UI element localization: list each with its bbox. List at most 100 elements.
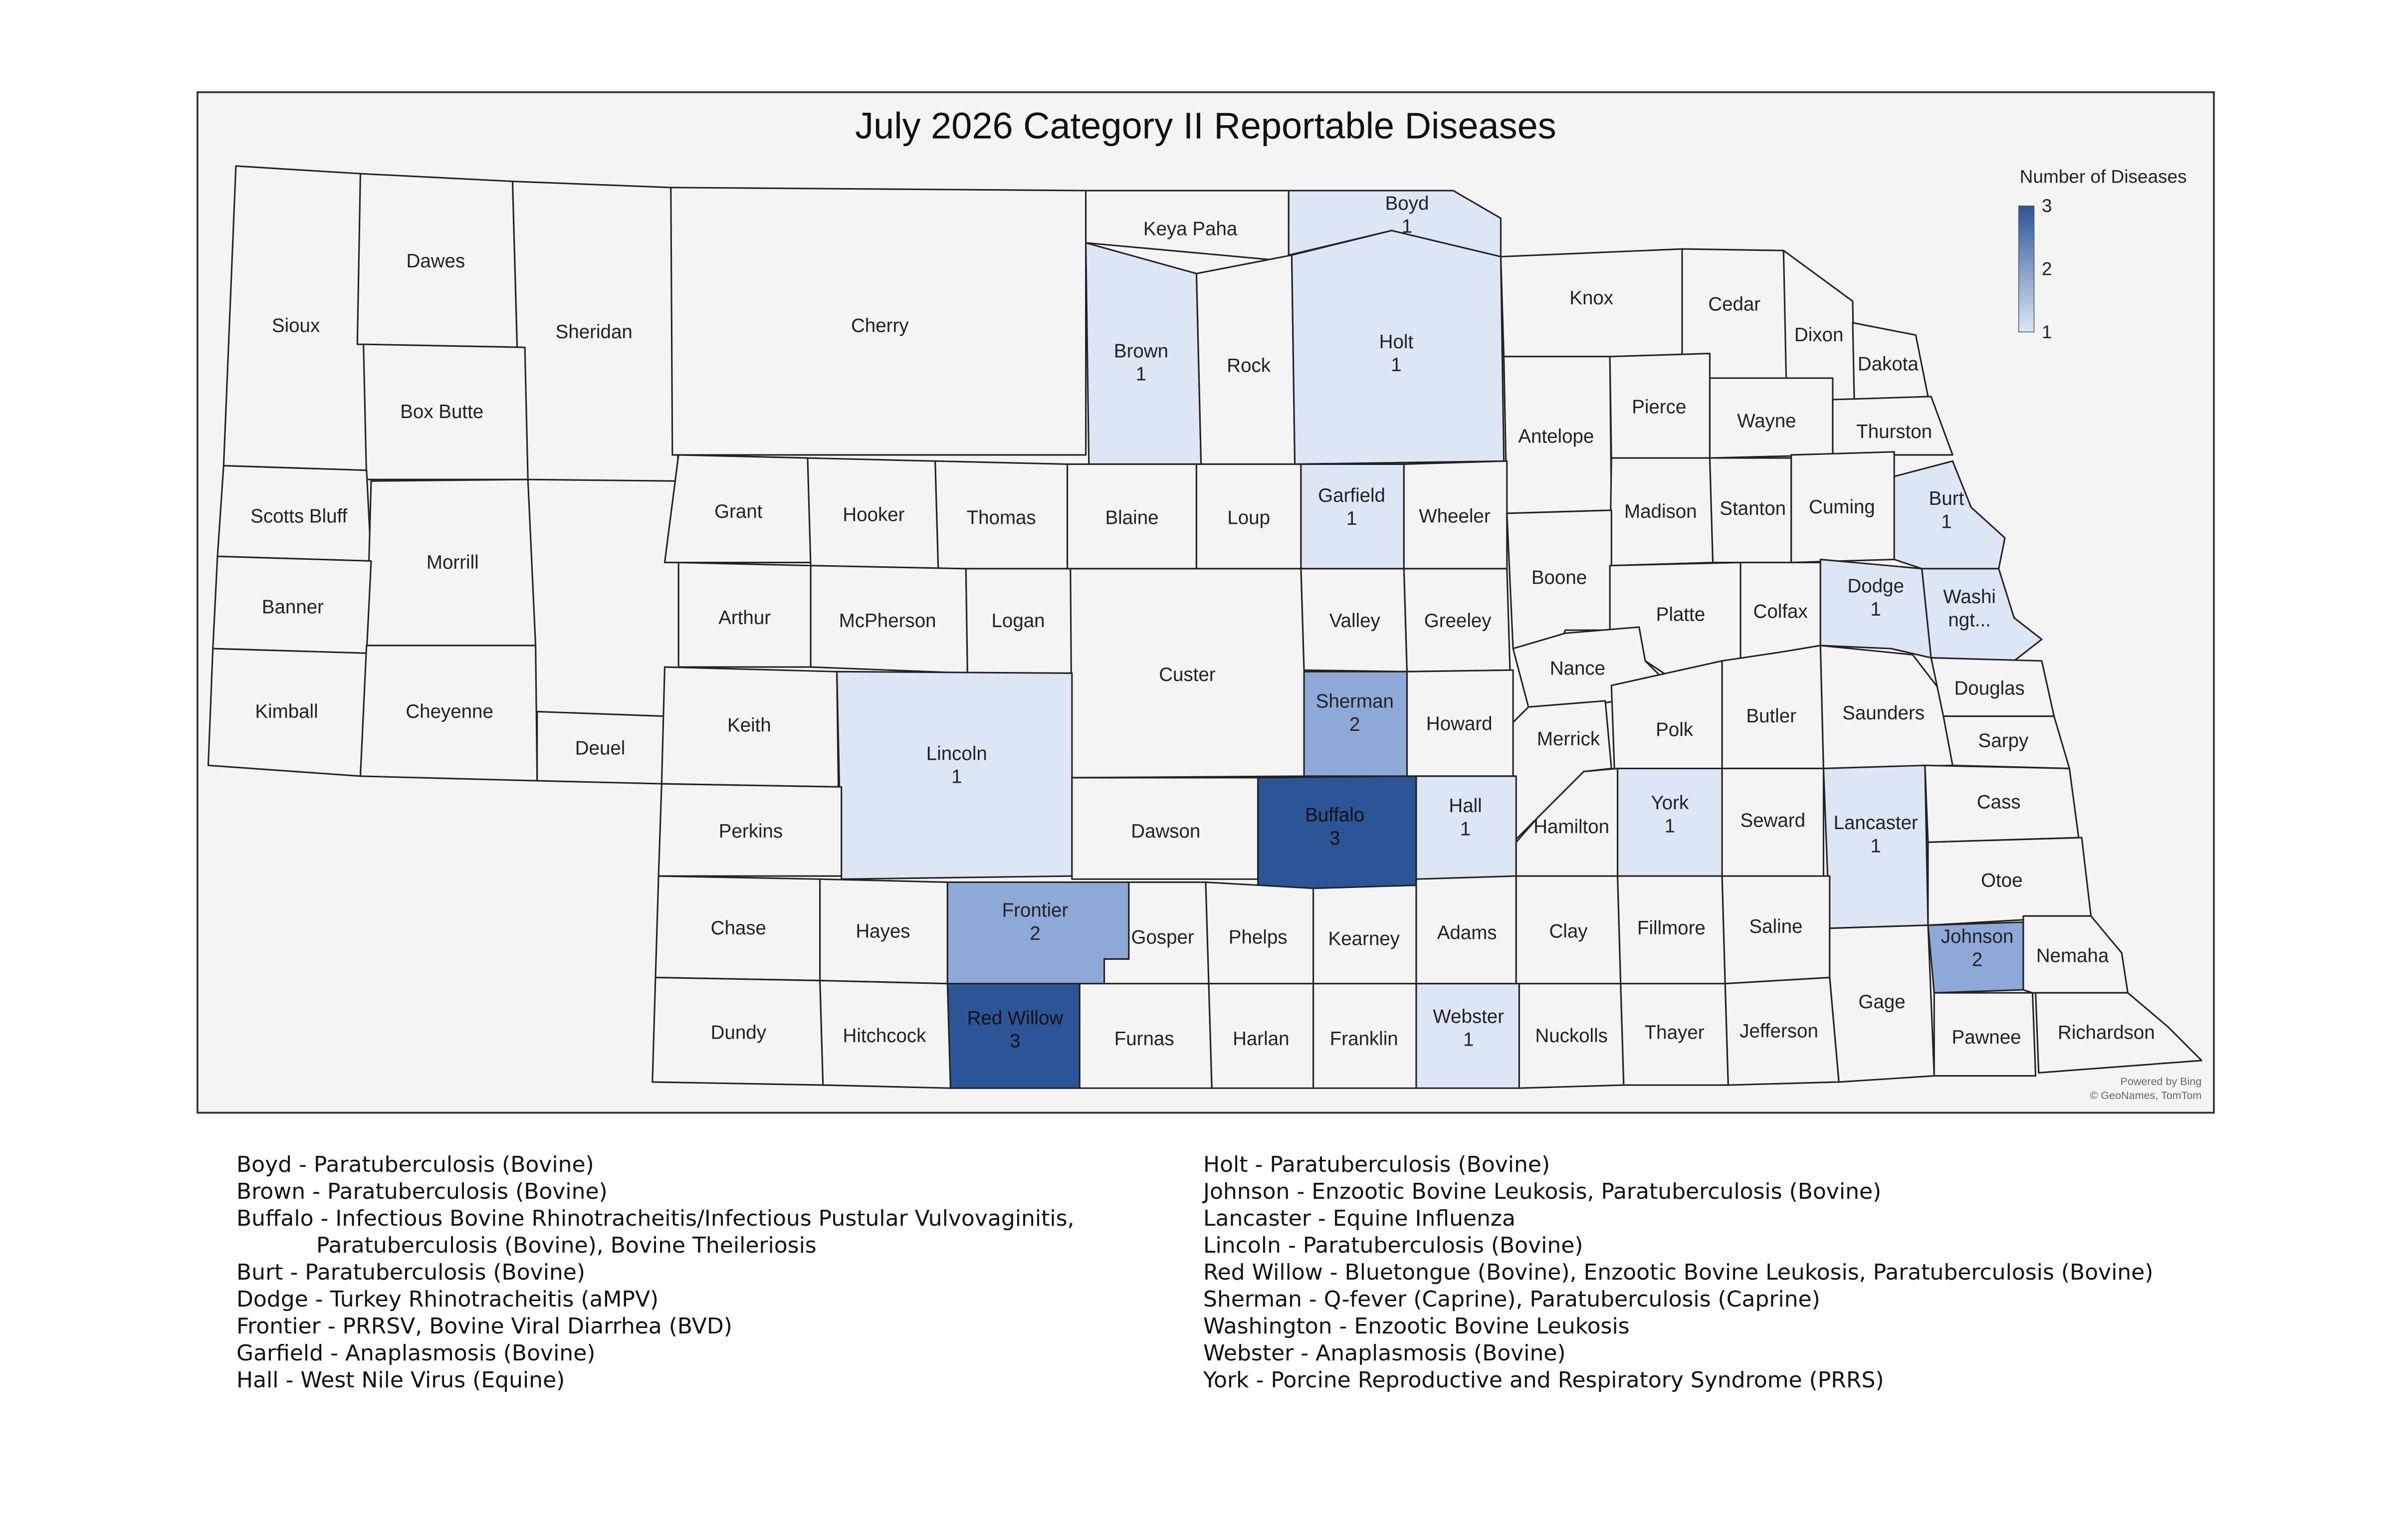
county-label-kimball: Kimball [255,701,318,722]
county-count-york: 1 [1665,815,1675,837]
county-shape-gage [1829,924,1935,1083]
county-label-nance: Nance [1550,658,1605,679]
attribution-bing: Powered by Bing [2120,1075,2201,1088]
county-count-garfield: 1 [1346,508,1357,529]
county-label-johnson: Johnson [1941,926,2014,947]
county-label-logan: Logan [992,610,1045,632]
county-label-phelps: Phelps [1229,927,1288,948]
county-label-chase: Chase [711,917,766,939]
county-label-pierce: Pierce [1632,397,1686,418]
legend-title: Number of Diseases [2020,167,2187,187]
county-label-brown: Brown [1114,340,1168,362]
county-count-webster: 1 [1463,1029,1474,1051]
county-label-howard: Howard [1426,713,1493,734]
county-count-red-willow: 3 [1010,1031,1020,1052]
county-label-valley: Valley [1329,610,1381,632]
county-label-hooker: Hooker [843,504,904,525]
county-label-garfield: Garfield [1318,485,1385,506]
county-label-thomas: Thomas [967,507,1036,529]
county-label-dixon: Dixon [1794,324,1843,346]
county-label-dakota: Dakota [1858,353,1919,375]
county-label-antelope: Antelope [1518,426,1594,447]
county-label-pawnee: Pawnee [1952,1027,2021,1048]
county-label-knox: Knox [1569,287,1613,309]
county-label-gosper: Gosper [1131,927,1194,948]
county-label-douglas: Douglas [1954,678,2024,699]
county-shape-jefferson [1724,976,1840,1086]
county-label-wheeler: Wheeler [1419,505,1491,527]
county-label-holt: Holt [1379,331,1414,353]
county-label-perkins: Perkins [719,821,783,842]
county-label-butler: Butler [1746,705,1796,727]
county-label-scotts-bluff: Scotts Bluff [250,505,347,527]
county-label-dundy: Dundy [711,1022,767,1044]
county-label-sheridan: Sheridan [556,321,633,343]
county-label-red-willow: Red Willow [967,1007,1064,1029]
county-count-brown: 1 [1136,364,1146,385]
county-label-clay: Clay [1549,920,1588,942]
county-shape-thurston [1832,396,1954,456]
county-label-saline: Saline [1749,916,1802,937]
map-title: July 2026 Category II Reportable Disease… [855,105,1556,146]
county-label-deuel: Deuel [575,738,626,759]
county-label-washi-ngt: Washi [1943,586,1996,608]
county-label-kearney: Kearney [1328,928,1400,950]
county-label-fillmore: Fillmore [1637,917,1706,939]
county-label-gage: Gage [1858,991,1905,1013]
county-label-saunders: Saunders [1842,702,1925,724]
county-label-franklin: Franklin [1330,1028,1398,1050]
county-label-thurston: Thurston [1856,421,1932,442]
county-label-cherry: Cherry [851,315,909,336]
county-label-furnas: Furnas [1114,1028,1174,1050]
county-count-lancaster: 1 [1870,835,1881,857]
county-label-grant: Grant [714,501,763,522]
county-label-cuming: Cuming [1809,496,1875,518]
county-shape-dodge [1819,558,1932,659]
county-count-boyd: 1 [1402,216,1412,237]
county-label-webster: Webster [1433,1006,1504,1027]
county-label-merrick: Merrick [1537,728,1600,750]
county-label-mcpherson: McPherson [839,610,936,632]
county-label-madison: Madison [1624,501,1697,522]
county-label-banner: Banner [262,596,324,618]
county-label-hall: Hall [1449,795,1482,817]
county-count-frontier: 2 [1030,923,1040,944]
county-label-custer: Custer [1159,664,1216,685]
county-label-dawson: Dawson [1131,821,1200,842]
county-label-sarpy: Sarpy [1978,730,2029,751]
county-label-sherman: Sherman [1316,691,1394,712]
county-label-nemaha: Nemaha [2036,945,2109,967]
county-label-platte: Platte [1656,604,1705,626]
county-count-burt: 1 [1941,511,1952,532]
county-shape-sheridan [511,180,679,482]
attribution-geonames: © GeoNames, TomTom [2090,1089,2201,1101]
legend: Number of Diseases 3 2 1 [2018,167,2187,342]
county-label-harlan: Harlan [1233,1028,1289,1050]
county-count-johnson: 2 [1972,949,1982,970]
county-label-otoe: Otoe [1981,870,2022,891]
county-label-jefferson: Jefferson [1740,1021,1818,1042]
legend-color-ramp [2018,206,2035,333]
county-label-nuckolls: Nuckolls [1535,1025,1607,1047]
county-shape-cherry [670,187,1087,456]
county-count-lincoln: 1 [951,766,962,788]
county-label-cheyenne: Cheyenne [406,701,493,722]
county-count-buffalo: 3 [1329,828,1340,849]
county-label-dodge: Dodge [1847,576,1904,597]
county-count-holt: 1 [1391,354,1401,376]
county-label-lancaster: Lancaster [1834,812,1918,834]
county-label-colfax: Colfax [1753,601,1808,622]
county-label-rock: Rock [1227,355,1271,377]
county-label-seward: Seward [1740,810,1805,831]
county-label-cass: Cass [1977,792,2021,813]
county-shape-pawnee [1933,992,2037,1077]
county-label-adams: Adams [1437,922,1497,943]
county-label-frontier: Frontier [1002,900,1069,921]
county-label-keith: Keith [727,714,771,736]
county-label-hamilton: Hamilton [1533,816,1609,838]
county-label-boone: Boone [1531,567,1587,589]
county-label-thayer: Thayer [1645,1022,1705,1044]
county-label-blaine: Blaine [1105,507,1159,529]
